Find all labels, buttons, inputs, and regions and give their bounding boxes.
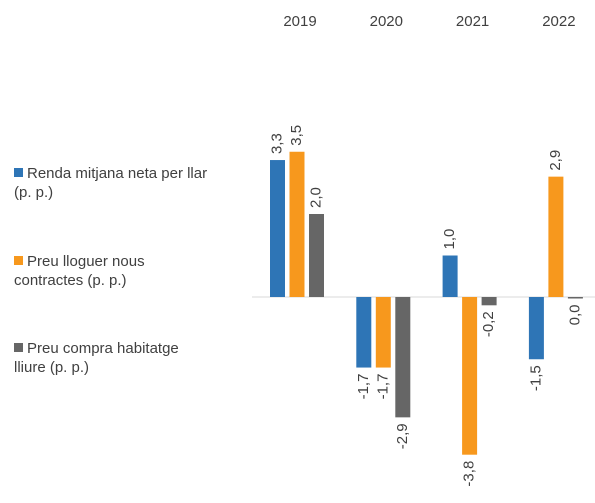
data-label: -1,7 xyxy=(374,374,391,400)
bar xyxy=(528,297,544,360)
data-label: 3,5 xyxy=(288,125,305,146)
legend-swatch xyxy=(14,168,23,177)
data-label: 2,9 xyxy=(547,150,564,171)
x-tick-label: 2021 xyxy=(456,13,489,30)
bar xyxy=(462,297,478,455)
data-label: -2,9 xyxy=(394,423,411,449)
bar xyxy=(442,255,458,297)
data-label: 1,0 xyxy=(441,229,458,250)
legend-swatch xyxy=(14,343,23,352)
data-label: -1,7 xyxy=(355,374,372,400)
legend-swatch xyxy=(14,256,23,265)
data-label: -0,2 xyxy=(480,311,497,337)
bar xyxy=(481,297,497,306)
legend-entry: Preu compra habitatge lliure (p. p.) xyxy=(14,339,214,377)
data-label: 2,0 xyxy=(307,187,324,208)
bar xyxy=(309,214,324,297)
x-tick-label: 2019 xyxy=(283,13,316,30)
legend-entry: Preu lloguer nous contractes (p. p.) xyxy=(14,252,214,290)
legend-label: Preu compra habitatge lliure (p. p.) xyxy=(14,340,179,376)
x-tick-label: 2022 xyxy=(542,13,575,30)
bar xyxy=(270,160,285,297)
data-label: 3,3 xyxy=(268,133,285,154)
bar xyxy=(289,151,305,297)
legend-label: Preu lloguer nous contractes (p. p.) xyxy=(14,253,145,289)
bar xyxy=(395,297,411,418)
legend-label: Renda mitjana neta per llar (p. p.) xyxy=(14,165,208,201)
bar xyxy=(375,297,391,368)
bar xyxy=(548,176,564,297)
x-tick-label: 2020 xyxy=(370,13,403,30)
data-label: -1,5 xyxy=(527,365,544,391)
data-label: 0,0 xyxy=(566,305,583,326)
bar xyxy=(356,297,372,368)
bar xyxy=(567,297,583,299)
legend-entry: Renda mitjana neta per llar (p. p.) xyxy=(14,164,214,202)
data-label: -3,8 xyxy=(461,461,478,487)
